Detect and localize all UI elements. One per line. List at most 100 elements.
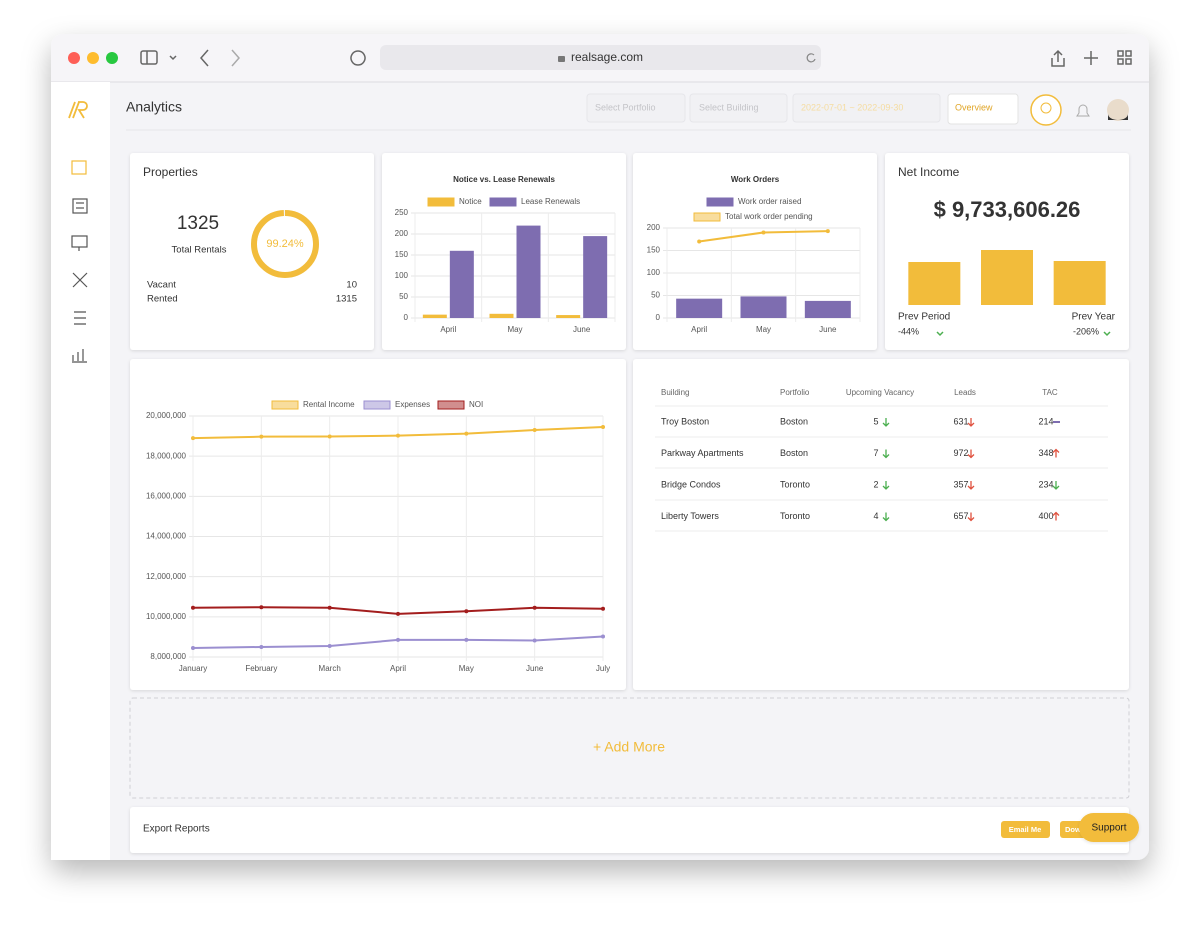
stat-label: Vacant — [147, 280, 176, 291]
email-button[interactable] — [1001, 821, 1050, 838]
line-point — [761, 230, 766, 235]
url: realsage.com — [571, 50, 643, 64]
trend-icon — [882, 418, 890, 427]
sidebar-icons[interactable] — [71, 160, 88, 363]
line-point — [259, 434, 264, 439]
legend-label: Rental Income — [303, 400, 355, 409]
total-rentals-label: Total Rentals — [172, 245, 227, 256]
add-more-label[interactable]: + Add More — [593, 739, 665, 755]
table-cell: 631 — [953, 416, 968, 426]
export-title: Export Reports — [143, 824, 210, 835]
y-tick-label: 50 — [399, 292, 408, 301]
y-tick-label: 14,000,000 — [146, 532, 187, 541]
prev-year-label: Prev Year — [1072, 312, 1116, 323]
line-point — [601, 606, 605, 611]
trend-arrow — [936, 331, 944, 337]
bar — [489, 313, 514, 318]
date-range[interactable] — [792, 93, 941, 123]
line-point — [327, 434, 332, 439]
table-cell: 348 — [1038, 448, 1053, 458]
stat-value: 1315 — [336, 294, 357, 305]
line-point — [464, 637, 469, 642]
table-cell: 214 — [1038, 416, 1053, 426]
legend-label: NOI — [469, 400, 483, 409]
legend-swatch — [363, 400, 391, 410]
page-title: Analytics — [126, 99, 182, 115]
y-tick-label: 18,000,000 — [146, 451, 187, 460]
close-button[interactable] — [68, 52, 80, 64]
column-header: Portfolio — [780, 388, 810, 397]
x-tick-label: April — [691, 325, 707, 334]
trend-icon — [967, 481, 975, 490]
legend-swatch — [427, 197, 455, 207]
y-tick-label: 100 — [395, 271, 409, 280]
lock-icon — [558, 56, 565, 62]
total-rentals: 1325 — [177, 213, 219, 234]
legend-swatch — [271, 400, 299, 410]
toolbar-icons[interactable] — [140, 49, 1132, 67]
line-point — [825, 229, 830, 234]
trend-icon — [967, 418, 975, 427]
address-bar[interactable] — [380, 45, 821, 70]
table-cell: 400 — [1038, 511, 1053, 521]
x-tick-label: January — [179, 664, 207, 673]
x-tick-label: April — [390, 664, 406, 673]
download-button-label[interactable]: Download — [1065, 825, 1101, 834]
line-point — [464, 609, 469, 614]
portfolio-select[interactable] — [586, 93, 686, 123]
building-select[interactable] — [689, 93, 788, 123]
support-button[interactable] — [1079, 813, 1139, 842]
line-point — [191, 645, 195, 650]
email-button-label[interactable]: Email Me — [1009, 825, 1042, 834]
bar — [516, 225, 541, 318]
legend-label: Total work order pending — [725, 212, 813, 221]
logo[interactable] — [68, 101, 88, 119]
sidebar — [51, 82, 110, 860]
bar — [449, 250, 474, 318]
tips-button[interactable] — [1030, 94, 1062, 126]
occupancy-label: 99.24% — [266, 238, 304, 250]
bar — [583, 236, 608, 318]
column-header: Leads — [954, 388, 976, 397]
line-point — [327, 643, 332, 648]
line-point — [532, 605, 537, 610]
table-cell: 2 — [873, 479, 878, 489]
x-tick-label: February — [245, 664, 277, 673]
y-tick-label: 0 — [404, 313, 409, 322]
line-point — [191, 605, 195, 610]
trend-icon — [882, 512, 890, 522]
table-cell: Troy Boston — [661, 416, 709, 426]
reload-icon[interactable] — [806, 53, 816, 63]
avatar[interactable] — [1107, 99, 1129, 121]
line-point — [191, 436, 195, 441]
table-cell: 657 — [953, 511, 968, 521]
x-tick-label: June — [526, 664, 544, 673]
date-range-label: 2022-07-01 ~ 2022-09-30 — [801, 102, 903, 112]
x-tick-label: May — [507, 325, 522, 334]
zoom-button[interactable] — [106, 52, 118, 64]
table-cell: Liberty Towers — [661, 511, 719, 521]
view-select[interactable] — [947, 93, 1019, 125]
table-cell: Boston — [780, 448, 808, 458]
trend-icon — [1052, 481, 1060, 490]
minimize-button[interactable] — [87, 52, 99, 64]
occupancy-ring — [251, 210, 319, 278]
notification-bell[interactable] — [1076, 104, 1090, 117]
chart-title: Notice vs. Lease Renewals — [453, 175, 555, 184]
support-label[interactable]: Support — [1091, 823, 1126, 834]
trend-icon — [967, 512, 975, 522]
x-tick-label: June — [819, 325, 837, 334]
y-tick-label: 8,000,000 — [150, 652, 186, 661]
add-more-area[interactable] — [129, 697, 1130, 799]
table-cell: 7 — [873, 448, 878, 458]
y-tick-label: 50 — [651, 291, 660, 300]
table-cell: 234 — [1038, 479, 1053, 489]
bar — [981, 250, 1033, 305]
card-title: Properties — [143, 165, 198, 179]
card-title: Net Income — [898, 165, 960, 179]
legend-swatch — [693, 212, 721, 222]
line-point — [532, 638, 537, 643]
table-cell: Toronto — [780, 479, 810, 489]
legend-label: Lease Renewals — [521, 197, 580, 206]
